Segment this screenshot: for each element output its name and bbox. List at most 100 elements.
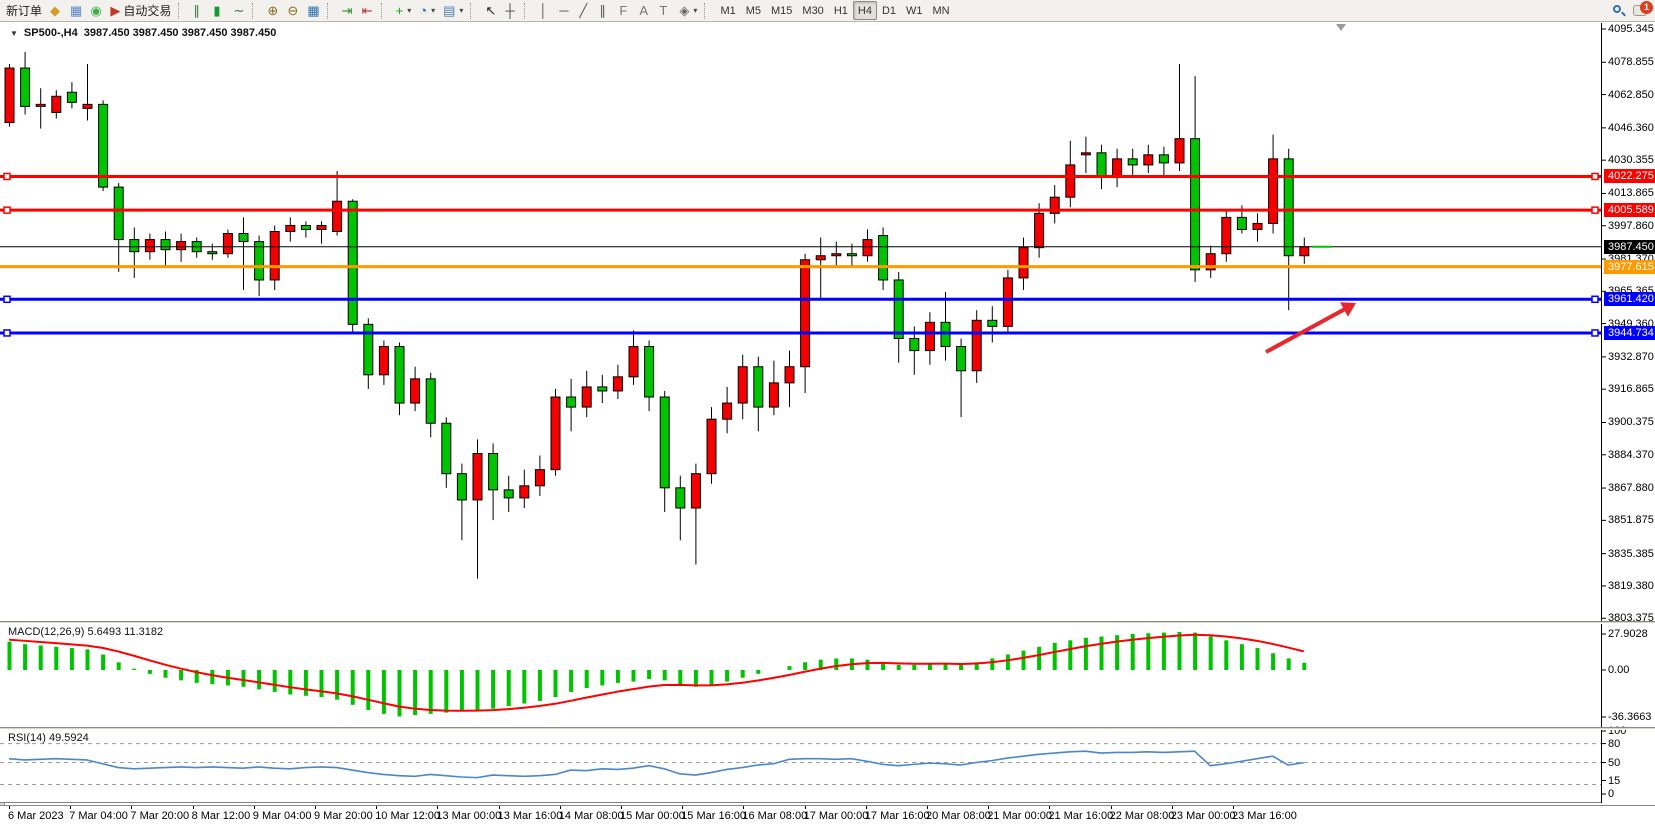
charts-book-icon[interactable]: ◆: [46, 1, 66, 20]
candle-bull: [1174, 138, 1185, 164]
hline-handle[interactable]: [3, 172, 11, 181]
macd-pane[interactable]: MACD(12,26,9) 5.6493 11.3182 27.9028 0.00…: [0, 624, 1655, 727]
dropdown-caret-icon[interactable]: ▾: [407, 6, 412, 15]
bars-chart-icon[interactable]: ∥: [189, 1, 209, 20]
dropdown-caret-icon[interactable]: ▾: [431, 6, 436, 15]
hline-handle[interactable]: [1591, 206, 1599, 214]
signals-icon-glyph: ◉: [90, 3, 102, 18]
add-indicator-icon[interactable]: + ▾: [392, 1, 416, 20]
toolbar-separator: [326, 2, 334, 19]
pane-splitter-macd[interactable]: [0, 621, 1655, 624]
time-label: 9 Mar 20:00: [314, 810, 373, 822]
trendline-icon[interactable]: ╱: [575, 1, 595, 20]
candle-bear: [753, 366, 764, 408]
horizontal-line-icon[interactable]: ─: [555, 1, 575, 20]
line-chart-icon[interactable]: ∼: [229, 1, 249, 20]
hline-handle[interactable]: [1591, 295, 1599, 304]
new-order-button[interactable]: 新订单: [2, 1, 46, 20]
candle-bear: [456, 473, 467, 501]
time-axis[interactable]: 6 Mar 2023 7 Mar 04:00 7 Mar 20:00 8 Mar 12…: [0, 805, 1655, 827]
rsi-pane[interactable]: RSI(14) 49.5924 100 80 50 15 0: [0, 725, 1655, 803]
trend-arrow-head[interactable]: [1340, 302, 1356, 317]
price-chart-canvas: [0, 23, 1606, 621]
text-label-icon[interactable]: T: [655, 1, 675, 20]
price-tag-3987.450: 3987.450: [1604, 239, 1655, 254]
candle-bull: [519, 485, 530, 499]
hline-handle[interactable]: [1591, 172, 1599, 181]
y-tick-label: 3851.875: [1608, 514, 1654, 527]
y-tick-label: 4078.855: [1608, 56, 1654, 69]
y-tick-label: 4030.355: [1608, 154, 1654, 167]
tf-m30-button[interactable]: M30: [797, 1, 828, 20]
chart-shift-marker-icon[interactable]: [1336, 24, 1346, 31]
y-tick-label: 4046.360: [1608, 121, 1654, 134]
charts-book-icon-glyph: ◆: [50, 3, 61, 18]
tf-m15-button[interactable]: M15: [766, 1, 797, 20]
hline-handle[interactable]: [3, 206, 11, 214]
autotrading-button[interactable]: ▶ 自动交易: [106, 1, 175, 20]
tf-w1-button[interactable]: W1: [901, 1, 928, 20]
signals-icon[interactable]: ◉: [86, 1, 106, 20]
dropdown-caret-icon[interactable]: ▾: [693, 6, 698, 15]
dropdown-caret-icon[interactable]: ▾: [459, 6, 464, 15]
chart-shift-icon[interactable]: ⇤: [358, 1, 378, 20]
hline-handle[interactable]: [3, 295, 11, 304]
terminal-icon-glyph: ▦: [70, 3, 83, 18]
text-label-icon-glyph: T: [659, 3, 668, 18]
trend-arrow[interactable]: [1265, 305, 1350, 354]
templates-icon[interactable]: ▤ ▾: [439, 1, 467, 20]
crosshair-icon[interactable]: ┼: [501, 1, 521, 20]
candle-bear: [846, 253, 857, 257]
oneclick-collapse-icon[interactable]: ▼: [10, 28, 18, 38]
toolbar-group-timeframes: M1 M5 M15 M30 H1 H4 D1 W1 MN: [715, 0, 954, 22]
toolbar-separator: [524, 2, 531, 19]
time-tick: [927, 806, 928, 809]
candle-bear: [597, 386, 608, 392]
time-label: 14 Mar 08:00: [558, 810, 624, 822]
time-label: 23 Mar 16:00: [1232, 810, 1297, 822]
terminal-icon[interactable]: ▦: [66, 1, 86, 20]
tf-h1-button-label: H1: [833, 4, 848, 17]
rsi-canvas: [0, 730, 1606, 803]
tf-mn-button[interactable]: MN: [928, 1, 955, 20]
pane-splitter-rsi[interactable]: [0, 727, 1655, 730]
cursor-icon[interactable]: ↖: [481, 1, 501, 20]
candle-bear: [987, 319, 998, 327]
periods-clock-icon[interactable]: ◔ ▾: [415, 1, 439, 20]
tf-h1-button[interactable]: H1: [829, 1, 853, 20]
price-chart-pane[interactable]: ▼ SP500-,H4 3987.450 3987.450 3987.450 3…: [0, 23, 1655, 624]
tile-windows-icon[interactable]: ▦: [303, 1, 323, 20]
fibonacci-icon[interactable]: F: [615, 1, 635, 20]
tf-m5-button[interactable]: M5: [741, 1, 766, 20]
zoom-in-icon-glyph: ⊕: [267, 3, 279, 18]
time-label: 13 Mar 16:00: [497, 810, 563, 822]
candles-layer: [4, 51, 1310, 579]
chart-title: ▼ SP500-,H4 3987.450 3987.450 3987.450 3…: [10, 27, 276, 39]
arrows-icon[interactable]: ◈ ▾: [675, 1, 701, 20]
candle-bear: [129, 239, 140, 253]
candle-bull: [35, 103, 46, 107]
text-icon[interactable]: A: [635, 1, 655, 20]
search-icon[interactable]: [1613, 4, 1626, 17]
candlestick-chart-icon[interactable]: ▮: [209, 1, 229, 20]
equidistant-channel-icon[interactable]: ∥: [595, 1, 615, 20]
time-tick: [1171, 806, 1173, 809]
vertical-line-icon[interactable]: │: [535, 1, 555, 20]
time-tick: [1049, 806, 1051, 809]
hline-handle[interactable]: [1591, 329, 1599, 337]
candle-bear: [893, 279, 904, 339]
macd-signal-line: [8, 633, 1305, 712]
auto-scroll-icon[interactable]: ⇥: [338, 1, 358, 20]
zoom-in-icon[interactable]: ⊕: [263, 1, 283, 20]
chat-icon[interactable]: 1: [1633, 1, 1653, 16]
hline-handle[interactable]: [3, 329, 11, 337]
candle-bear: [66, 91, 77, 103]
autotrading-glyph: ▶: [110, 3, 121, 18]
tf-h4-button[interactable]: H4: [852, 1, 877, 20]
macd-axis-label: -36.3663: [1608, 711, 1652, 723]
tf-d1-button[interactable]: D1: [877, 1, 901, 20]
candle-bull: [1268, 158, 1279, 224]
candle-bear: [503, 489, 514, 499]
zoom-out-icon[interactable]: ⊖: [283, 1, 303, 20]
tf-m1-button[interactable]: M1: [715, 1, 740, 20]
